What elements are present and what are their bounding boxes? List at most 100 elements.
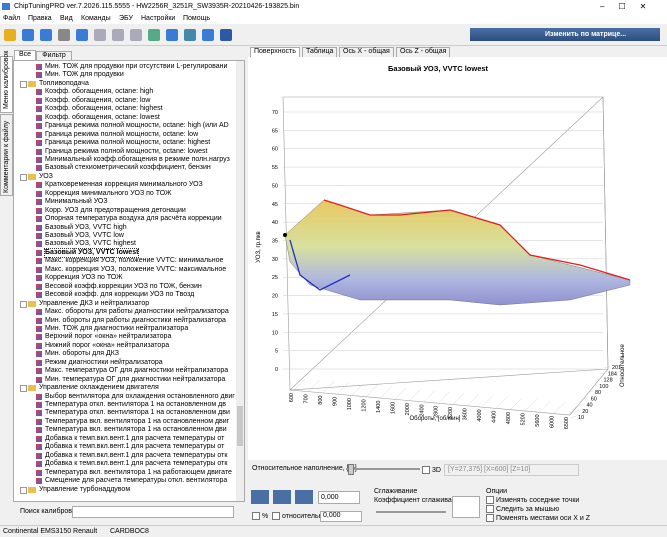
search-input[interactable] xyxy=(72,506,234,518)
value-input[interactable]: 0,000 xyxy=(320,511,362,522)
expander[interactable] xyxy=(20,80,27,88)
tree-item[interactable]: Режим диагностики нейтрализатора xyxy=(45,358,163,366)
menu-item[interactable]: Помощь xyxy=(183,15,211,22)
tree-item[interactable]: Базовый УОЗ, VVTC low xyxy=(45,232,124,239)
tree-item[interactable]: Минимальный УОЗ xyxy=(45,198,108,206)
tree-item[interactable]: Коэфф. обогащения, octane: highest xyxy=(45,105,163,113)
menu-item[interactable]: Команды xyxy=(81,15,111,22)
tree-item[interactable]: Коэфф. обогащения, octane: low xyxy=(45,96,151,104)
tree-folder[interactable]: УОЗ xyxy=(39,172,53,180)
tree-item[interactable]: Граница режима полной мощности, octane: … xyxy=(45,122,229,130)
expander[interactable] xyxy=(20,300,27,308)
tree-item[interactable]: Базовый УОЗ, VVTC high xyxy=(45,223,127,231)
button[interactable] xyxy=(273,490,291,504)
scrollbar[interactable] xyxy=(236,61,244,501)
tree-item[interactable]: Макс. обороты для работы диагностики ней… xyxy=(45,308,229,316)
tool-button[interactable] xyxy=(22,29,34,41)
menu-item[interactable]: ЭБУ xyxy=(119,15,133,22)
option[interactable]: Следить за мышью xyxy=(486,505,559,513)
tree-item[interactable]: Мин. обороты для работы диагностики нейт… xyxy=(45,316,226,324)
expander[interactable] xyxy=(20,173,27,181)
tool-button[interactable] xyxy=(40,29,52,41)
tree-item[interactable]: Мин. ТОЖ для диагностики нейтрализатора xyxy=(45,324,189,332)
side-tab[interactable]: Комментарии к файлу xyxy=(0,114,13,196)
tree-folder[interactable]: Управление охлаждением двигателя xyxy=(39,384,159,392)
tree-item[interactable]: Температура вкл. вентилятора 1 на остано… xyxy=(45,417,230,425)
tree-item[interactable]: Нижний порог «окна» нейтрализатора xyxy=(45,341,170,349)
value-input[interactable]: 0,000 xyxy=(318,491,360,504)
button[interactable] xyxy=(251,490,269,504)
mode-3d[interactable]: 3D xyxy=(422,466,441,474)
tree-item[interactable]: Базовый УОЗ, VVTC highest xyxy=(45,240,136,248)
tree-item[interactable]: Смещение для расчета температуры откл. в… xyxy=(45,477,228,485)
tool-button[interactable] xyxy=(4,29,16,41)
tool-button[interactable] xyxy=(76,29,88,41)
expander[interactable] xyxy=(20,385,27,393)
tree-item[interactable]: Мин. температура ОГ для диагностики нейт… xyxy=(45,375,226,383)
tree-item[interactable]: Температура откл. вентилятора 1 на остан… xyxy=(45,401,226,408)
tool-button[interactable] xyxy=(166,29,178,41)
menu-item[interactable]: Правка xyxy=(28,15,52,22)
option[interactable]: Изменять соседние точки xyxy=(486,496,579,504)
window-buttons[interactable]: –☐✕ xyxy=(600,2,661,11)
tree-item[interactable]: Температура откл. вентилятора 1 на остан… xyxy=(45,409,230,417)
tree-item[interactable]: Коэфф. обогащения, octane: high xyxy=(45,88,154,96)
tree-item[interactable]: Мин. обороты для ДКЗ xyxy=(45,350,119,358)
tool-button[interactable] xyxy=(148,29,160,41)
menu-item[interactable]: Настройки xyxy=(141,15,176,22)
tree-folder[interactable]: Топливоподача xyxy=(39,79,89,87)
tree-item[interactable]: Базовый УОЗ, VVTC lowest xyxy=(43,247,140,258)
tree-item[interactable]: Коррекция УОЗ по ТОЖ xyxy=(45,274,123,282)
tree-item[interactable]: Добавка к темп.вкл.вент.1 для расчета те… xyxy=(45,443,225,451)
option[interactable]: Поменять местами оси X и Z xyxy=(486,514,590,522)
tree-item[interactable]: Коррекция минимального УОЗ по ТОЖ xyxy=(45,189,172,197)
tree-item[interactable]: Макс. коррекция УОЗ, положение VVTC: мак… xyxy=(45,265,227,273)
tree-item[interactable]: Добавка к темп.вкл.вент.1 для расчета те… xyxy=(45,460,228,468)
menu-item[interactable]: Файл xyxy=(3,15,21,22)
matrix-button[interactable]: Изменить по матрице... xyxy=(470,28,660,41)
tree-folder[interactable]: Управление ДКЗ и нейтрализатор xyxy=(39,299,150,307)
tool-button[interactable] xyxy=(94,29,106,41)
slider[interactable] xyxy=(346,464,420,475)
percent-check[interactable]: % xyxy=(252,512,268,520)
tree-item[interactable]: Кратковременная коррекция минимального У… xyxy=(45,181,203,189)
tree-item[interactable]: Базовый стехиометрический коэффициент, б… xyxy=(45,164,211,172)
tree-item[interactable]: Граница режима полной мощности, octane: … xyxy=(45,147,208,155)
status-ecu: Continental EMS3150 Renault xyxy=(3,528,98,535)
tree-item[interactable]: Опорная температура воздуха для расчёта … xyxy=(45,215,222,223)
tree-item[interactable]: Мин. ТОЖ для продувки xyxy=(45,71,124,79)
side-tab[interactable]: Меню калибровок xyxy=(0,51,13,113)
y-tick-label: 20 xyxy=(272,294,278,300)
tree-item[interactable]: Выбор вентилятора для охлаждения останов… xyxy=(45,392,235,400)
tree-item[interactable]: Верхний порог «окна» нейтрализатора xyxy=(45,333,172,341)
tree-item[interactable]: Коэфф. обогащения, octane: lowest xyxy=(45,113,160,121)
tree-item[interactable]: Макс. коррекция УОЗ, положение VVTC: мин… xyxy=(45,257,224,265)
tool-button[interactable] xyxy=(202,29,214,41)
tool-button[interactable] xyxy=(184,29,196,41)
tree-folder[interactable]: Управление турбонаддувом xyxy=(39,485,131,493)
slider[interactable] xyxy=(376,511,446,513)
tree-item[interactable]: Температура вкл. вентилятора 1 на работа… xyxy=(45,468,232,476)
y-tick-label: 35 xyxy=(272,239,278,245)
relative-check[interactable]: относительно xyxy=(272,512,326,520)
tree-item[interactable]: Мин. ТОЖ для продувки при отсутствии L-р… xyxy=(45,63,228,70)
button[interactable] xyxy=(295,490,313,504)
tree-item[interactable]: Добавка к темп.вкл.вент.1 для расчета те… xyxy=(45,434,225,442)
tree-item[interactable]: Граница режима полной мощности, octane: … xyxy=(45,139,211,147)
expander[interactable] xyxy=(20,486,27,494)
tree-item[interactable]: Добавка к темп.вкл.вент.1 для расчета те… xyxy=(45,451,228,459)
tree-item[interactable]: Граница режима полной мощности, octane: … xyxy=(45,130,199,138)
axis-slider-label: Относительное наполнение, [%] xyxy=(252,465,357,472)
smooth-button[interactable] xyxy=(452,496,480,518)
tree-item[interactable]: Минимальный коэфф.обогащения в режиме по… xyxy=(45,155,230,163)
tree-item[interactable]: Температура вкл. вентилятора 1 на остано… xyxy=(45,426,227,434)
tree-item[interactable]: Весовой коэфф. для коррекции УОЗ по Tвоз… xyxy=(45,291,195,299)
tool-button[interactable] xyxy=(112,29,124,41)
tool-button[interactable] xyxy=(130,29,142,41)
tree-item[interactable]: Макс. температура ОГ для диагностики ней… xyxy=(45,367,229,375)
tool-button[interactable] xyxy=(220,29,232,41)
tree-item[interactable]: Корр. УОЗ для предотвращения детонации xyxy=(45,206,186,214)
tree-item[interactable]: Весовой коэфф.коррекции УОЗ по ТОЖ, бенз… xyxy=(45,282,202,290)
menu-item[interactable]: Вид xyxy=(60,15,73,22)
tool-button[interactable] xyxy=(58,29,70,41)
